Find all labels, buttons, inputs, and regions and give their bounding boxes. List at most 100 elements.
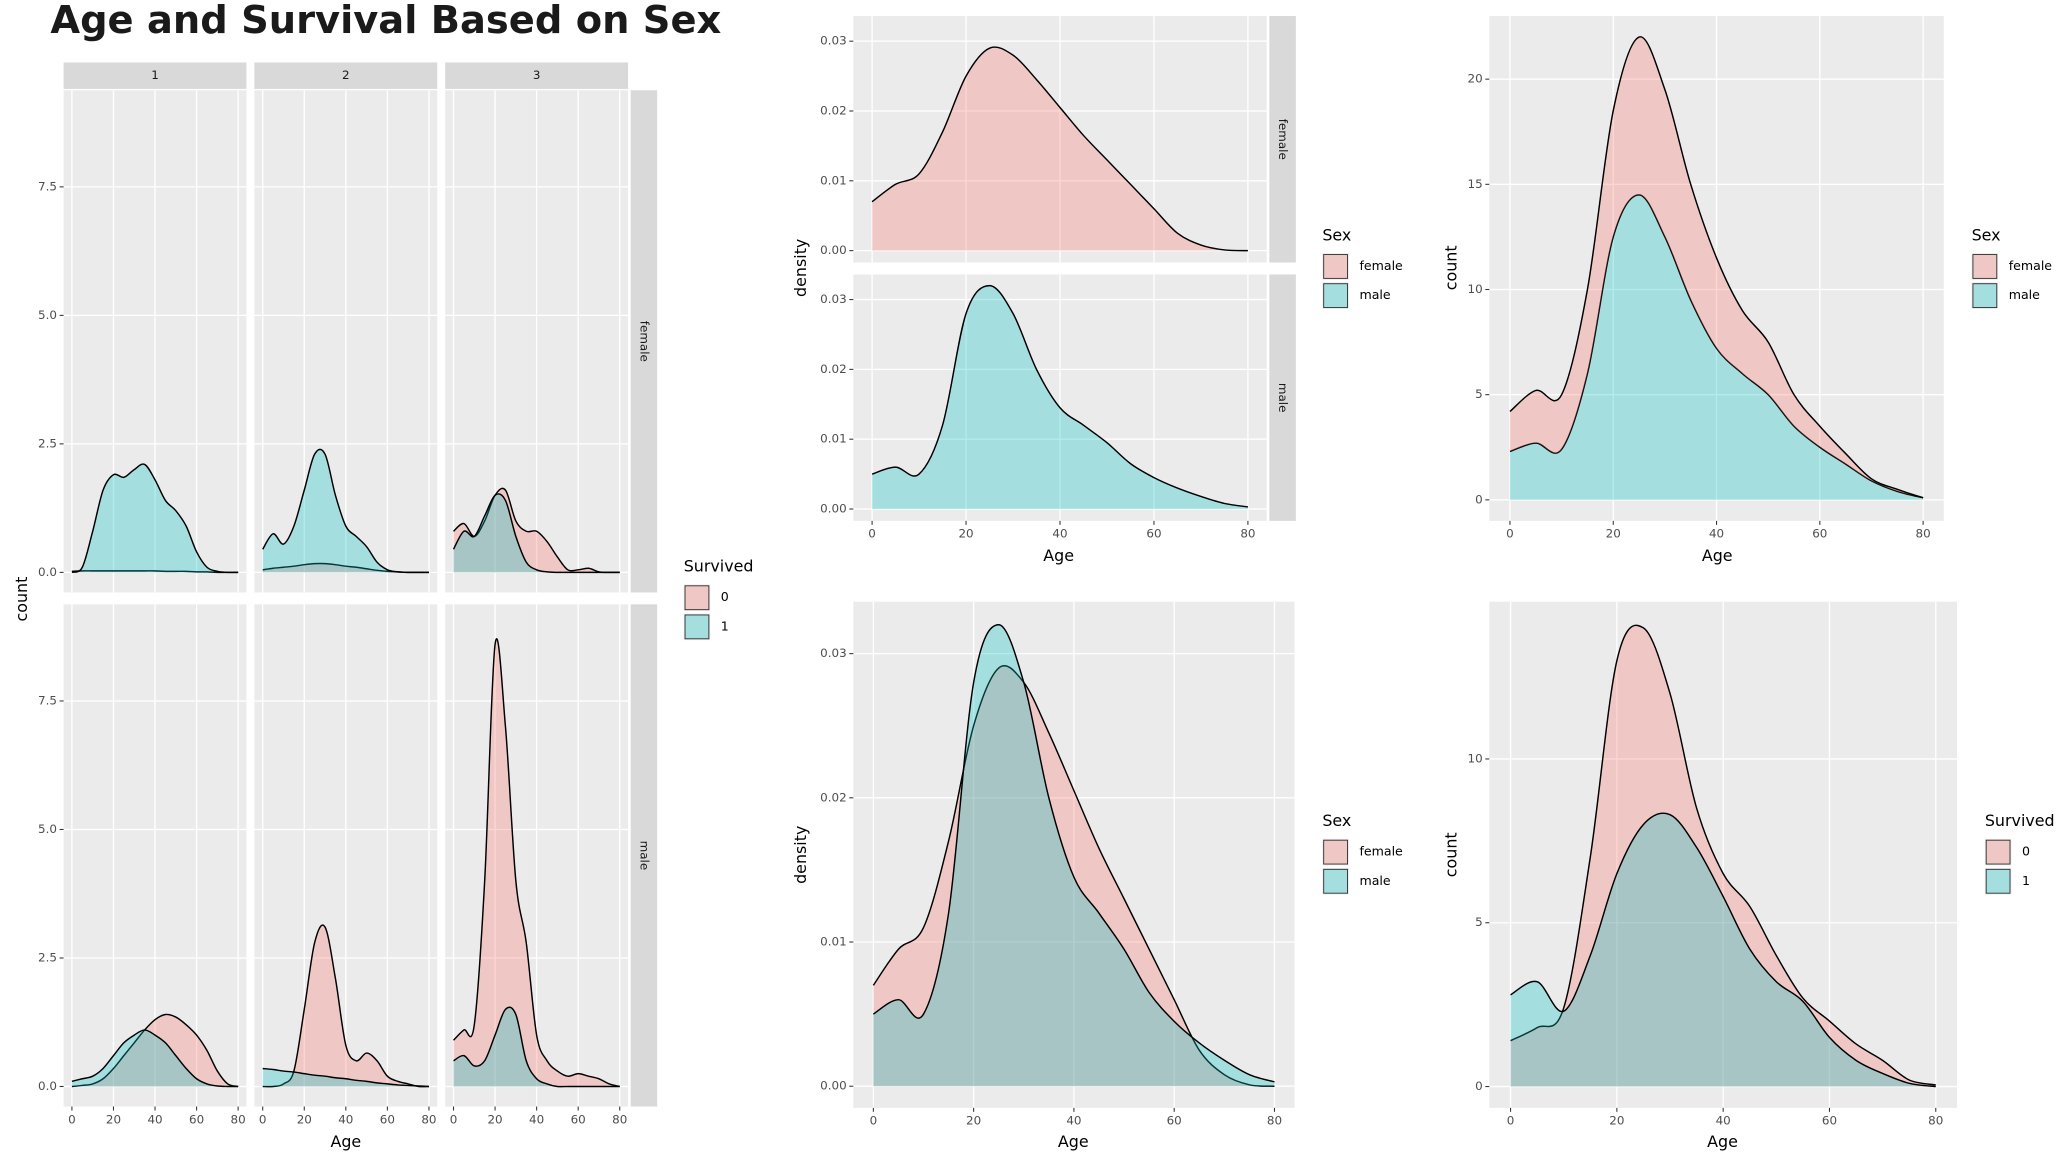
- density-area: [262, 449, 429, 573]
- y-tick-label: 0.02: [820, 362, 847, 376]
- legend-title: Sex: [1322, 226, 1351, 245]
- density-line: [872, 665, 1275, 1087]
- y-tick-label: 0.01: [820, 432, 847, 446]
- density-line: [1510, 812, 1936, 1088]
- x-tick-label: 40: [529, 1112, 544, 1126]
- y-tick-label: 15: [1468, 177, 1483, 191]
- strip-label: 3: [533, 68, 541, 82]
- y-tick-label: 7.5: [38, 693, 57, 707]
- density-line: [871, 284, 1249, 508]
- y-axis-title: count: [1442, 832, 1461, 877]
- legend-key-background: [1971, 253, 1999, 280]
- x-tick-label: 20: [106, 1112, 121, 1126]
- x-axis-title: Age: [1707, 1132, 1738, 1151]
- x-tick-label: 80: [1916, 527, 1931, 541]
- strip: [630, 90, 658, 593]
- y-tick-label: 2.5: [38, 436, 57, 450]
- strip: [445, 62, 629, 89]
- legend-key: [1323, 839, 1348, 865]
- y-tick-label: 5.0: [38, 308, 57, 322]
- strip-label: female: [637, 321, 651, 362]
- legend-key: [684, 585, 710, 611]
- density-area: [1510, 813, 1936, 1087]
- y-tick-label: 10: [1468, 751, 1483, 765]
- legend-key: [684, 614, 710, 640]
- y-tick-label: 0.00: [820, 502, 847, 516]
- legend-key-background: [1971, 282, 1999, 309]
- density-area: [873, 624, 1275, 1087]
- x-tick-label: 40: [1052, 527, 1067, 541]
- density-area: [453, 493, 620, 573]
- strip-label: female: [1276, 119, 1290, 160]
- y-tick-label: 0.01: [820, 935, 847, 949]
- x-tick-label: 80: [1267, 1114, 1282, 1128]
- density-line: [262, 1067, 429, 1088]
- density-area: [71, 1029, 239, 1087]
- legend-key-background: [683, 613, 711, 641]
- density-line: [1509, 194, 1924, 499]
- x-axis-title: Age: [1702, 546, 1733, 565]
- y-tick-label: 0.00: [820, 243, 847, 257]
- strip-label: 2: [342, 68, 350, 82]
- density-line: [1510, 624, 1936, 1086]
- density-line: [453, 487, 620, 574]
- legend-label: male: [1359, 873, 1390, 888]
- y-tick-label: 0.03: [820, 34, 847, 48]
- legend-key-background: [1322, 838, 1349, 866]
- y-tick-label: 5: [1475, 915, 1483, 929]
- density-line: [262, 924, 429, 1088]
- x-tick-label: 0: [1506, 527, 1514, 541]
- legend-label: male: [2009, 287, 2040, 302]
- figure-title: Age and Survival Based on Sex: [50, 0, 721, 43]
- y-tick-label: 0.00: [820, 1079, 847, 1093]
- y-tick-label: 5.0: [38, 822, 57, 836]
- x-tick-label: 60: [1146, 527, 1161, 541]
- y-axis-title: count: [12, 577, 31, 622]
- legend-key: [1323, 868, 1348, 894]
- legend-label: 0: [721, 589, 729, 604]
- density-line: [71, 463, 239, 574]
- legend-label: 0: [2022, 844, 2030, 859]
- legend-title: Survived: [684, 557, 754, 576]
- legend-title: Sex: [1322, 811, 1351, 830]
- x-tick-label: 80: [421, 1112, 436, 1126]
- density-area: [262, 1068, 429, 1087]
- strip-label: 1: [151, 68, 159, 82]
- x-tick-label: 40: [1709, 527, 1724, 541]
- x-tick-label: 60: [1167, 1114, 1182, 1128]
- legend-label: 1: [2022, 873, 2030, 888]
- density-line: [452, 638, 620, 1088]
- strip: [254, 62, 438, 89]
- y-tick-label: 0.02: [820, 790, 847, 804]
- x-tick-label: 60: [1822, 1114, 1837, 1128]
- y-tick-label: 0: [1475, 1079, 1483, 1093]
- strip: [630, 604, 658, 1107]
- density-area: [453, 488, 620, 573]
- legend-key: [1972, 254, 1998, 279]
- x-tick-label: 0: [870, 1114, 878, 1128]
- density-area: [872, 285, 1248, 510]
- density-line: [453, 1006, 620, 1088]
- density-line: [871, 46, 1248, 252]
- legend-label: female: [1359, 844, 1403, 859]
- y-tick-label: 0.02: [820, 103, 847, 117]
- density-area: [1509, 194, 1924, 500]
- x-tick-label: 20: [1609, 1114, 1624, 1128]
- density-area: [1510, 625, 1936, 1087]
- y-tick-label: 0.01: [820, 173, 847, 187]
- density-area: [262, 563, 429, 573]
- y-tick-label: 0.0: [38, 1079, 57, 1093]
- legend-key-background: [1984, 868, 2012, 895]
- y-tick-label: 0.0: [38, 565, 57, 579]
- x-tick-label: 80: [612, 1112, 627, 1126]
- x-tick-label: 20: [958, 527, 973, 541]
- density-area: [453, 638, 620, 1087]
- strip: [63, 62, 247, 89]
- x-tick-label: 40: [1066, 1114, 1081, 1128]
- x-tick-label: 60: [189, 1112, 204, 1126]
- x-axis-title: Age: [1043, 546, 1074, 565]
- legend-key-background: [683, 584, 711, 611]
- x-tick-label: 0: [450, 1112, 458, 1126]
